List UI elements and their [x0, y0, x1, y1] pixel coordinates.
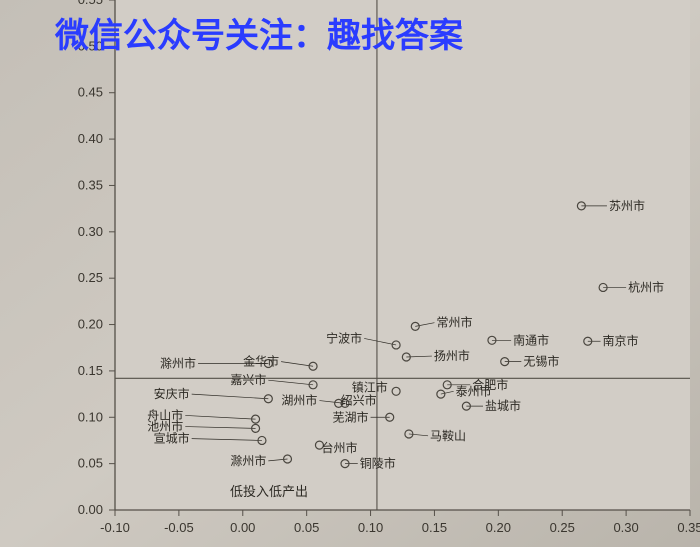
x-tick-label: 0.15 — [422, 520, 447, 535]
y-tick-label: 0.20 — [78, 317, 103, 332]
y-tick-label: 0.45 — [78, 85, 103, 100]
x-tick-label: 0.35 — [677, 520, 700, 535]
point-label: 安庆市 — [154, 386, 190, 401]
point-label: 滁州市 — [160, 355, 196, 370]
point-label: 南京市 — [603, 333, 639, 348]
point-label: 南通市 — [513, 332, 549, 347]
x-tick-label: 0.30 — [613, 520, 638, 535]
quadrant-label: 低投入低产出 — [230, 484, 308, 499]
scatter-chart: 0.00 0.05 0.10 0.15 0.20 0.25 0.30 0.35 0.40 0.45… — [0, 0, 700, 547]
y-tick-label: 0.00 — [78, 502, 103, 517]
x-tick-label: -0.05 — [164, 520, 194, 535]
point-label: 马鞍山 — [430, 428, 466, 443]
x-tick-label: 0.00 — [230, 520, 255, 535]
y-tick-label: 0.50 — [78, 38, 103, 53]
y-tick-label: 0.15 — [78, 363, 103, 378]
point-label: 无锡市 — [523, 354, 559, 369]
point-label: 滁州市 — [230, 453, 266, 468]
point-label: 湖州市 — [281, 393, 317, 408]
y-tick-label: 0.35 — [78, 177, 103, 192]
point-label: 苏州市 — [609, 198, 645, 213]
x-tick-label: -0.10 — [100, 520, 130, 535]
plot-area — [115, 0, 690, 510]
y-tick-label: 0.05 — [78, 456, 103, 471]
point-label: 台州市 — [321, 440, 357, 455]
y-tick-label: 0.10 — [78, 409, 103, 424]
point-label: 泰州市 — [456, 383, 492, 398]
point-label: 金华市 — [243, 354, 279, 369]
x-tick-label: 0.25 — [550, 520, 575, 535]
y-tick-label: 0.40 — [78, 131, 103, 146]
point-label: 宁波市 — [326, 330, 362, 345]
point-label: 嘉兴市 — [230, 372, 266, 387]
point-label: 芜湖市 — [333, 409, 369, 424]
point-label: 宣城市 — [154, 431, 190, 446]
x-tick-label: 0.10 — [358, 520, 383, 535]
point-label: 杭州市 — [628, 279, 664, 294]
y-tick-label: 0.30 — [78, 224, 103, 239]
point-label: 扬州市 — [434, 348, 470, 363]
x-tick-label: 0.05 — [294, 520, 319, 535]
x-tick-label: 0.20 — [486, 520, 511, 535]
chart-container: 0.00 0.05 0.10 0.15 0.20 0.25 0.30 0.35 0.40 0.45… — [0, 0, 700, 547]
y-tick-label: 0.25 — [78, 270, 103, 285]
point-label: 盐城市 — [485, 398, 521, 413]
y-tick-label: 0.55 — [78, 0, 103, 7]
point-label: 绍兴市 — [341, 393, 377, 408]
point-label: 镇江市 — [352, 380, 388, 395]
point-label: 铜陵市 — [360, 456, 396, 471]
point-label: 常州市 — [436, 315, 472, 330]
